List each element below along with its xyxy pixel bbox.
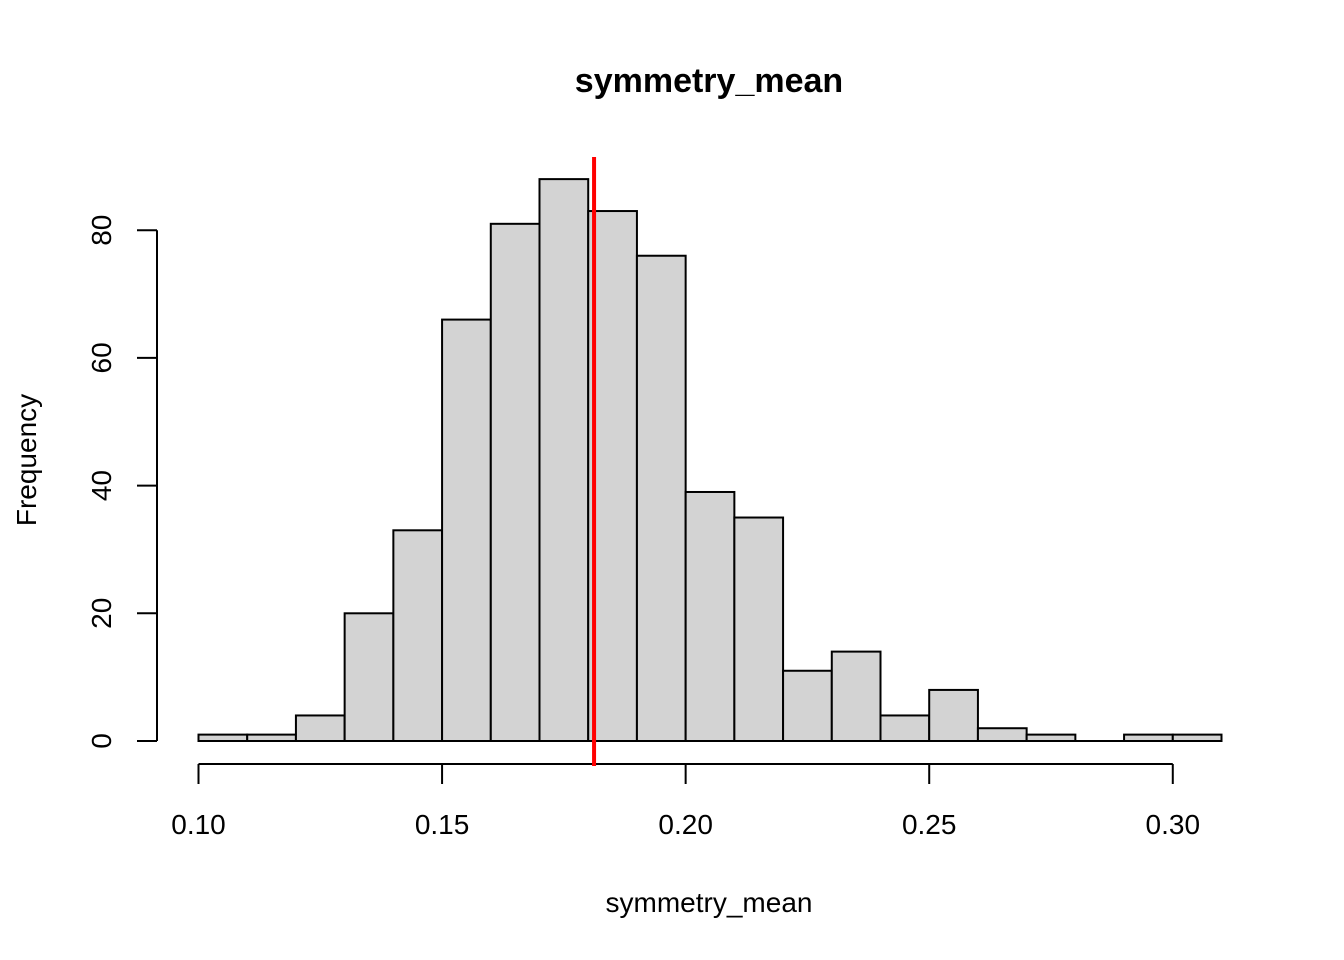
- x-tick-label-3: 0.25: [902, 809, 957, 840]
- histogram-bar-7: [538, 178, 590, 742]
- y-tick-label-3: 60: [86, 342, 117, 373]
- y-axis: 0 20 40 60 80: [86, 215, 158, 749]
- histogram-bar-14: [879, 714, 931, 743]
- histogram-bar-11: [733, 516, 785, 743]
- chart-title: symmetry_mean: [575, 62, 843, 100]
- histogram-bar-17: [1025, 733, 1077, 742]
- x-axis-label: symmetry_mean: [606, 887, 813, 918]
- histogram-bar-1: [246, 733, 297, 742]
- x-tick-label-0: 0.10: [171, 809, 226, 840]
- histogram-bar-3: [343, 612, 395, 742]
- y-tick-label-4: 80: [86, 215, 117, 246]
- x-tick-label-1: 0.15: [415, 809, 470, 840]
- histogram-bar-13: [830, 650, 882, 742]
- histogram-bar-0: [197, 733, 249, 742]
- histogram-bar-5: [441, 318, 492, 742]
- y-tick-label-1: 20: [86, 598, 117, 629]
- y-tick-label-2: 40: [86, 470, 117, 501]
- histogram-bar-19: [1123, 733, 1174, 742]
- histogram-bar-16: [976, 727, 1028, 742]
- histogram-bar-6: [489, 222, 541, 742]
- x-tick-label-4: 0.30: [1146, 809, 1201, 840]
- y-axis-label: Frequency: [11, 394, 42, 526]
- histogram-bar-12: [782, 669, 833, 743]
- histogram-bar-8: [587, 210, 638, 743]
- histogram-bar-15: [928, 688, 979, 742]
- histogram-bar-20: [1171, 733, 1223, 742]
- x-axis: 0.10 0.15 0.20 0.25 0.30: [171, 763, 1201, 840]
- y-tick-label-0: 0: [86, 733, 117, 749]
- histogram-bar-10: [684, 490, 736, 742]
- x-tick-label-2: 0.20: [658, 809, 713, 840]
- histogram-bar-2: [294, 714, 346, 743]
- histogram-bars: [197, 178, 1223, 743]
- histogram-bar-4: [392, 529, 444, 742]
- histogram-bar-9: [635, 254, 687, 743]
